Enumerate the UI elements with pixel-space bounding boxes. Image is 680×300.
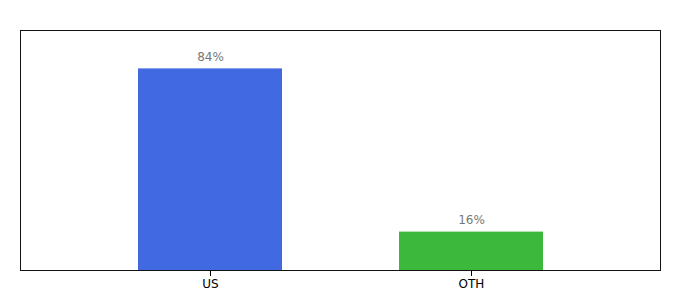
svg-text:US: US [202, 277, 218, 291]
svg-text:16%: 16% [458, 213, 485, 227]
svg-text:84%: 84% [197, 50, 224, 64]
svg-text:OTH: OTH [459, 277, 485, 291]
